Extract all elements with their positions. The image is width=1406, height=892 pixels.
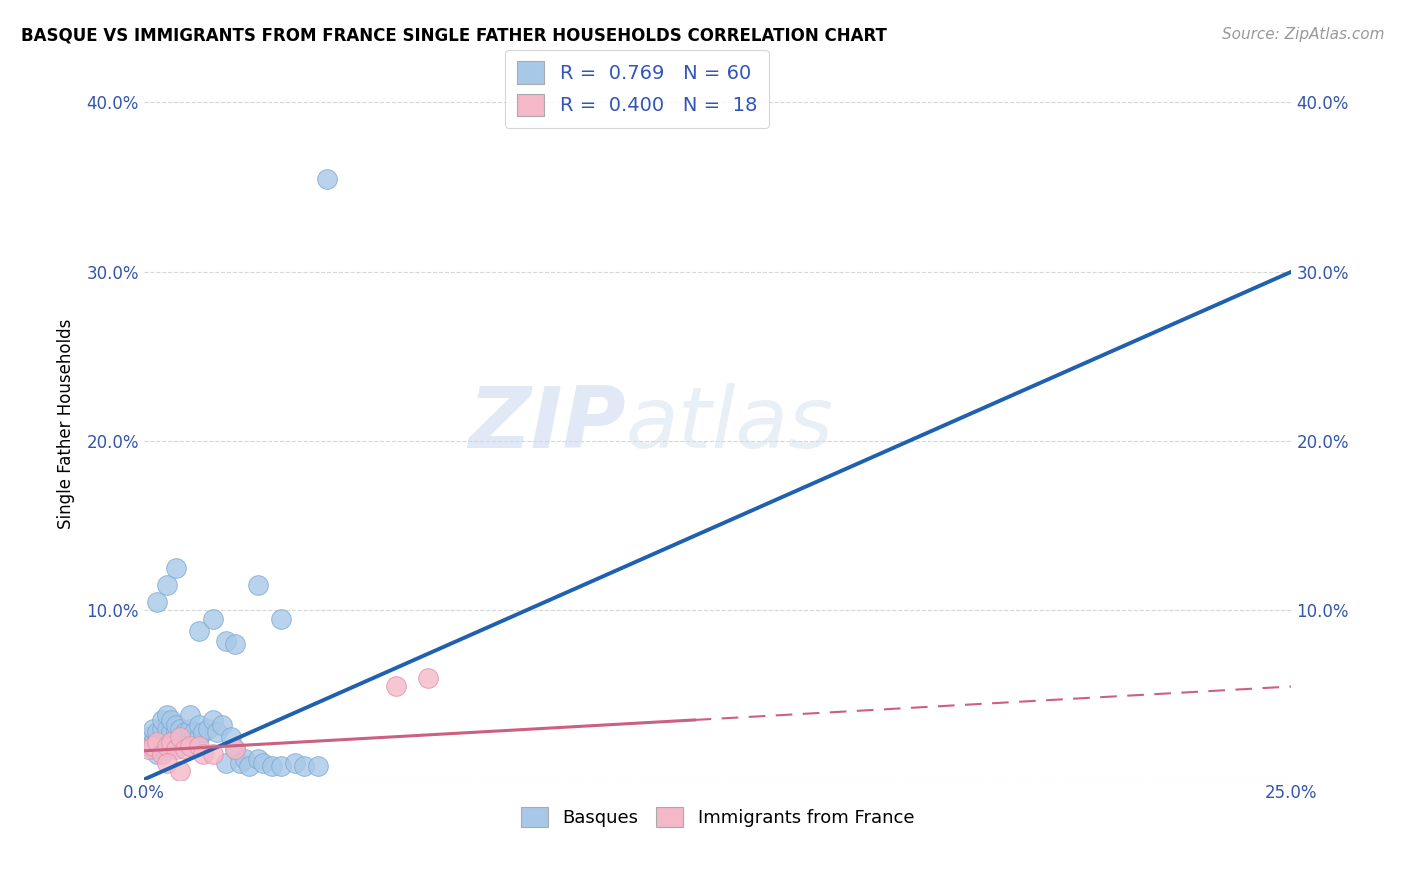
Point (169, 722, 191, 736)
Point (165, 718, 187, 732)
Point (179, 739, 201, 753)
Point (224, 742, 246, 756)
Point (169, 731, 191, 745)
Point (142, 735, 165, 749)
Point (155, 739, 177, 753)
Point (169, 731, 191, 745)
Point (224, 637, 246, 651)
Point (142, 722, 165, 736)
Point (174, 725, 197, 739)
Point (155, 578, 177, 592)
Text: ZIP: ZIP (468, 383, 626, 466)
Point (270, 759, 292, 773)
Point (215, 756, 238, 770)
Point (150, 747, 173, 762)
Point (187, 624, 209, 638)
Point (247, 752, 270, 766)
Point (205, 725, 228, 739)
Point (155, 708, 177, 723)
Text: Source: ZipAtlas.com: Source: ZipAtlas.com (1222, 27, 1385, 42)
Point (160, 714, 183, 728)
Point (187, 739, 209, 753)
Point (150, 722, 173, 736)
Legend: Basques, Immigrants from France: Basques, Immigrants from France (513, 799, 921, 835)
Point (187, 718, 209, 732)
Point (146, 595, 169, 609)
Point (165, 742, 187, 756)
Point (146, 747, 169, 762)
Text: BASQUE VS IMMIGRANTS FROM FRANCE SINGLE FATHER HOUSEHOLDS CORRELATION CHART: BASQUE VS IMMIGRANTS FROM FRANCE SINGLE … (21, 27, 887, 45)
Point (215, 633, 238, 648)
Point (307, 759, 329, 773)
Point (160, 735, 183, 749)
Point (146, 739, 169, 753)
Point (219, 731, 242, 745)
Point (174, 735, 197, 749)
Point (262, 759, 284, 773)
Point (146, 735, 169, 749)
Point (165, 725, 187, 739)
Point (252, 756, 274, 770)
Point (136, 739, 159, 753)
Point (136, 742, 159, 756)
Point (316, 171, 339, 186)
Point (247, 578, 270, 592)
Point (179, 708, 201, 723)
Point (193, 725, 215, 739)
Point (155, 731, 177, 745)
Point (150, 742, 173, 756)
Point (197, 722, 219, 736)
Point (201, 747, 224, 762)
Point (179, 731, 201, 745)
Point (385, 680, 408, 694)
Point (183, 725, 205, 739)
Point (160, 725, 183, 739)
Point (136, 731, 159, 745)
Point (292, 759, 315, 773)
Point (142, 742, 165, 756)
Point (155, 722, 177, 736)
Point (165, 739, 187, 753)
Point (201, 612, 224, 626)
Point (187, 731, 209, 745)
Text: atlas: atlas (626, 383, 834, 466)
Point (150, 714, 173, 728)
Y-axis label: Single Father Households: Single Father Households (58, 318, 75, 529)
Point (160, 735, 183, 749)
Point (238, 759, 260, 773)
Point (270, 612, 292, 626)
Point (146, 725, 169, 739)
Point (233, 752, 256, 766)
Point (284, 756, 307, 770)
Point (155, 756, 177, 770)
Point (224, 742, 246, 756)
Point (229, 756, 252, 770)
Point (155, 739, 177, 753)
Point (150, 731, 173, 745)
Point (418, 671, 440, 685)
Point (142, 739, 165, 753)
Point (165, 561, 187, 575)
Point (193, 747, 215, 762)
Point (179, 722, 201, 736)
Point (174, 742, 197, 756)
Point (201, 714, 224, 728)
Point (169, 764, 191, 779)
Point (211, 718, 233, 732)
